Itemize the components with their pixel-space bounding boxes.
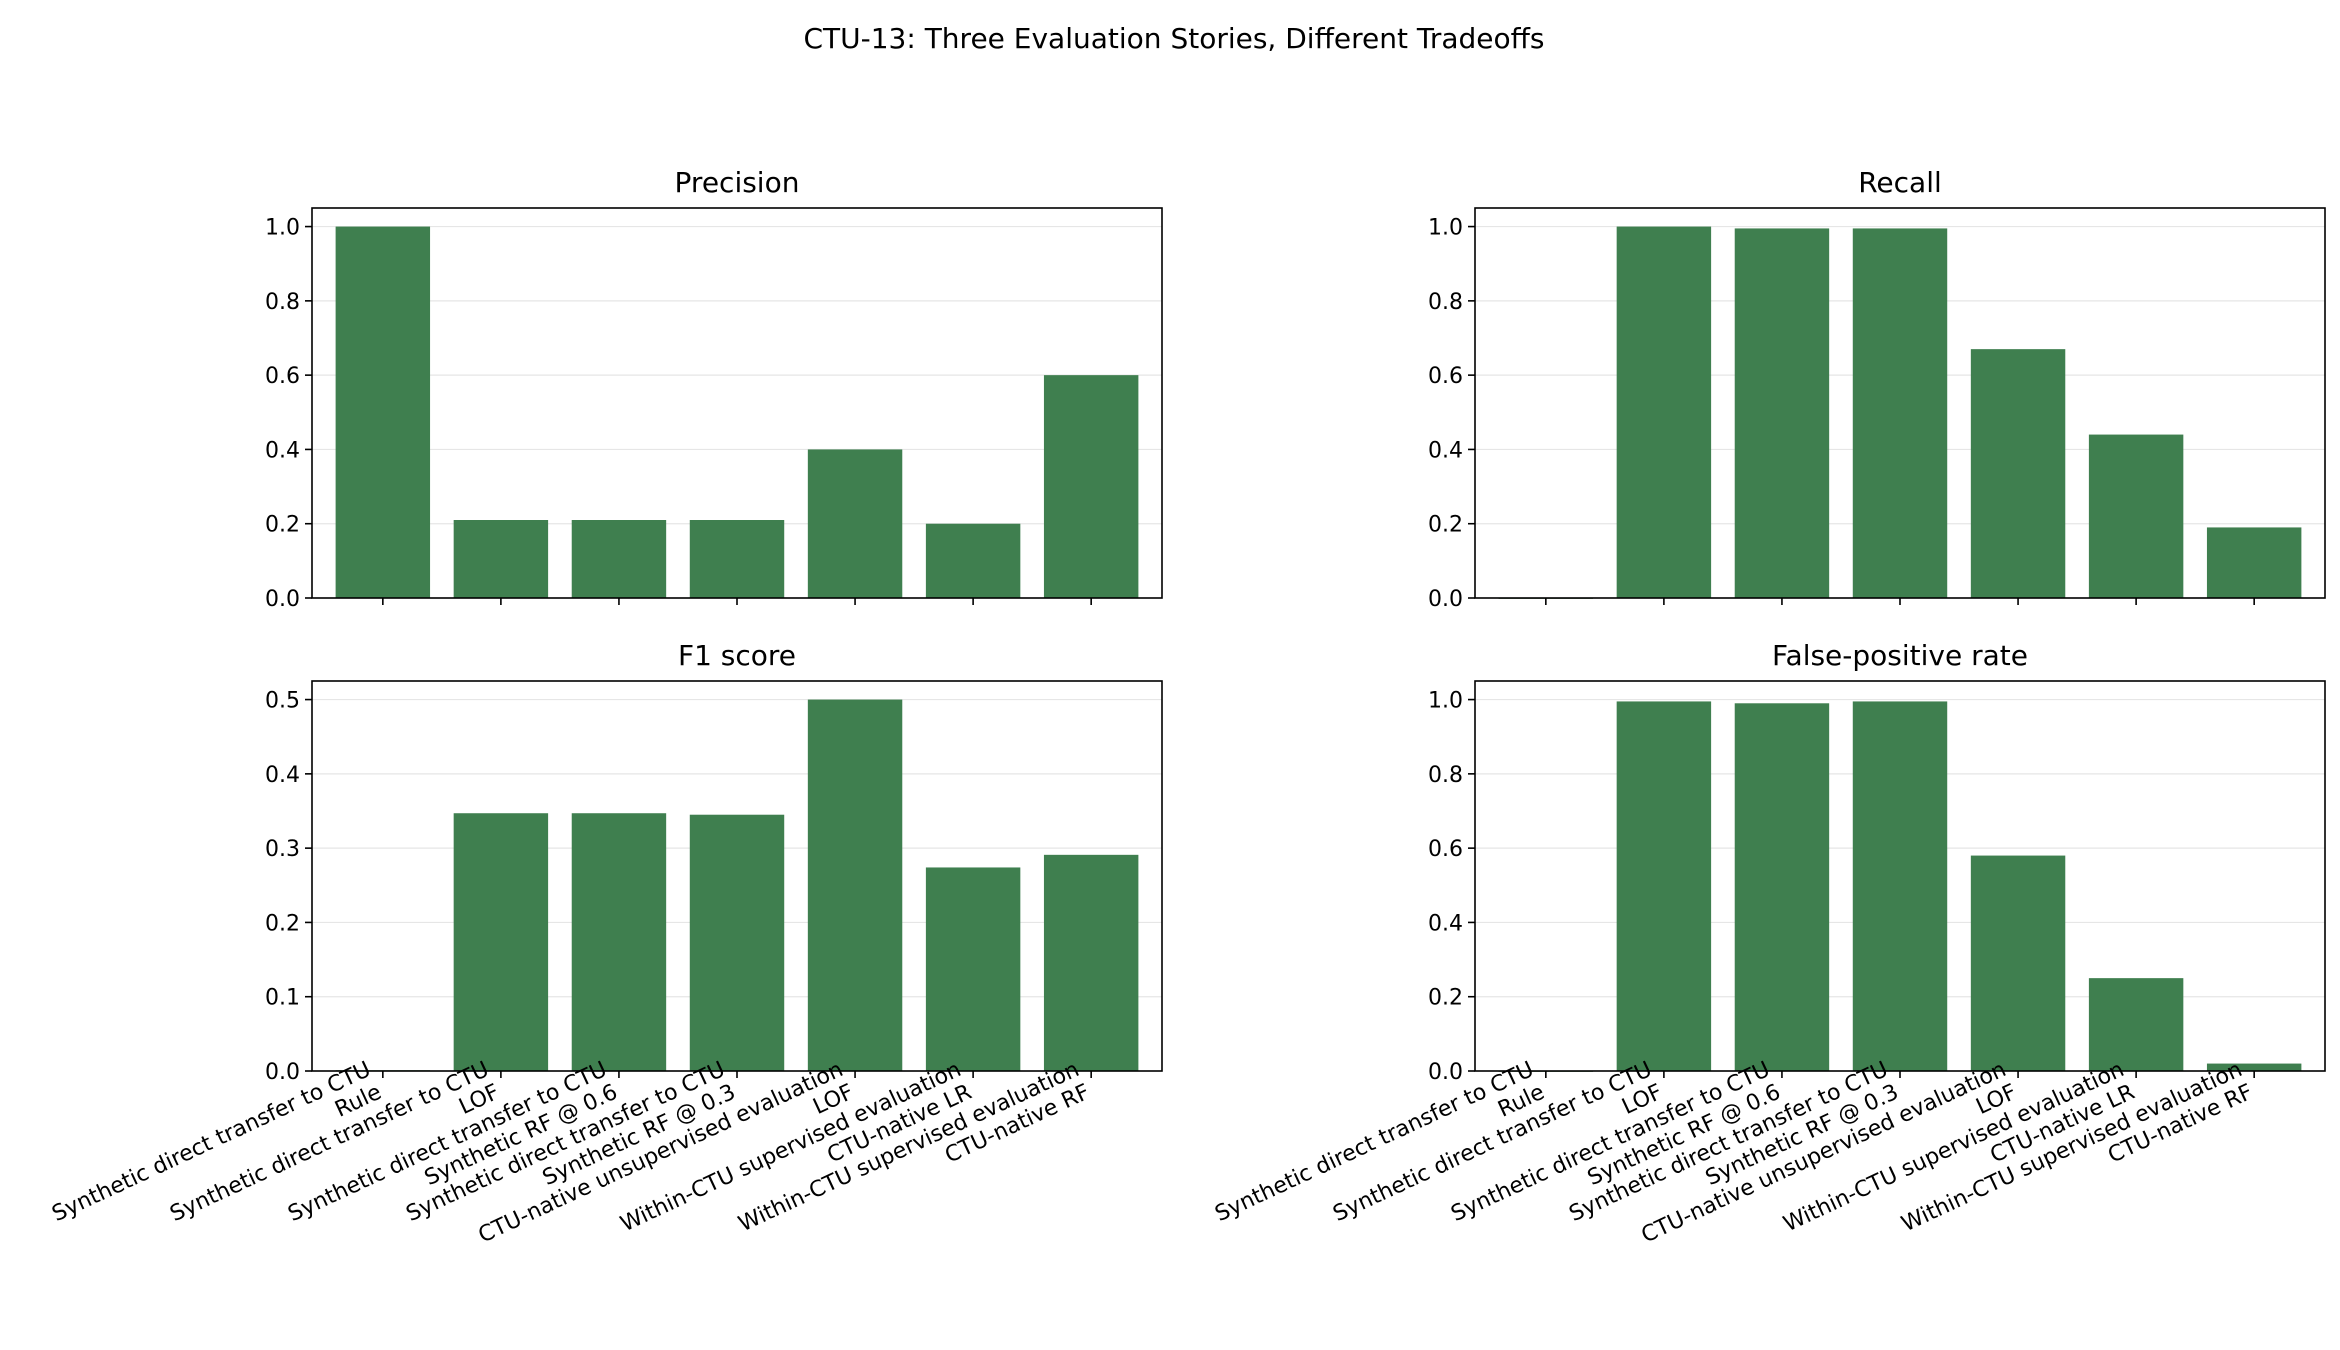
precision-bar-3 xyxy=(571,520,667,598)
precision-bar-1 xyxy=(335,226,431,599)
f1-score-bar-3 xyxy=(571,813,667,1071)
f1-score-ytick-label: 0.3 xyxy=(265,837,300,862)
recall-ytick-label: 1.0 xyxy=(1428,216,1463,241)
false-positive-rate-ytick-label: 0.4 xyxy=(1428,911,1463,936)
recall-title: Recall xyxy=(1858,166,1942,199)
precision-bar-7 xyxy=(1043,375,1139,598)
recall-ytick-label: 0.4 xyxy=(1428,438,1463,463)
false-positive-rate-ytick-label: 0.2 xyxy=(1428,986,1463,1011)
recall-bar-6 xyxy=(2088,434,2184,598)
false-positive-rate-bar-7 xyxy=(2206,1063,2302,1071)
f1-score-ytick-label: 0.4 xyxy=(265,763,300,788)
precision-bar-4 xyxy=(689,520,785,598)
precision-ytick-label: 0.2 xyxy=(265,513,300,538)
f1-score-bar-2 xyxy=(453,813,549,1071)
f1-score-title: F1 score xyxy=(678,639,796,672)
precision-ytick-label: 0.0 xyxy=(265,587,300,612)
recall-ytick-label: 0.2 xyxy=(1428,513,1463,538)
precision-bar-6 xyxy=(925,523,1021,598)
precision-ytick-label: 1.0 xyxy=(265,216,300,241)
precision-ytick-label: 0.6 xyxy=(265,364,300,389)
panel-precision: 0.0 0.2 0.4 0.6 0.8 1.0 Precision xyxy=(265,166,1163,612)
false-positive-rate-bar-4 xyxy=(1852,701,1948,1071)
f1-score-ytick-label: 0.5 xyxy=(265,689,300,714)
false-positive-rate-bar-5 xyxy=(1970,855,2066,1071)
panel-recall: 0.0 0.2 0.4 0.6 0.8 1.0 Recall xyxy=(1428,166,2326,612)
false-positive-rate-bar-2 xyxy=(1616,701,1712,1071)
f1-score-ytick-label: 0.1 xyxy=(265,986,300,1011)
precision-bar-5 xyxy=(807,449,903,598)
f1-score-bar-4 xyxy=(689,814,785,1071)
false-positive-rate-bar-6 xyxy=(2088,978,2184,1071)
recall-bar-7 xyxy=(2206,527,2302,598)
false-positive-rate-title: False-positive rate xyxy=(1772,639,2028,672)
false-positive-rate-ytick-label: 0.6 xyxy=(1428,837,1463,862)
recall-ytick-label: 0.6 xyxy=(1428,364,1463,389)
recall-bar-5 xyxy=(1970,349,2066,598)
precision-title: Precision xyxy=(675,166,800,199)
precision-ytick-label: 0.4 xyxy=(265,438,300,463)
recall-bar-3 xyxy=(1734,228,1830,598)
false-positive-rate-ytick-label: 0.0 xyxy=(1428,1060,1463,1085)
recall-bar-4 xyxy=(1852,228,1948,598)
f1-score-ytick-label: 0.2 xyxy=(265,911,300,936)
figure-title: CTU-13: Three Evaluation Stories, Differ… xyxy=(803,22,1544,55)
recall-ytick-label: 0.8 xyxy=(1428,290,1463,315)
precision-ytick-label: 0.8 xyxy=(265,290,300,315)
recall-ytick-label: 0.0 xyxy=(1428,587,1463,612)
precision-bar-2 xyxy=(453,520,549,598)
f1-score-bar-6 xyxy=(925,867,1021,1071)
f1-score-bar-5 xyxy=(807,699,903,1071)
f1-score-bar-7 xyxy=(1043,854,1139,1071)
false-positive-rate-ytick-label: 0.8 xyxy=(1428,763,1463,788)
f1-score-ytick-label: 0.0 xyxy=(265,1060,300,1085)
recall-bar-2 xyxy=(1616,226,1712,599)
false-positive-rate-bar-3 xyxy=(1734,703,1830,1071)
false-positive-rate-ytick-label: 1.0 xyxy=(1428,689,1463,714)
